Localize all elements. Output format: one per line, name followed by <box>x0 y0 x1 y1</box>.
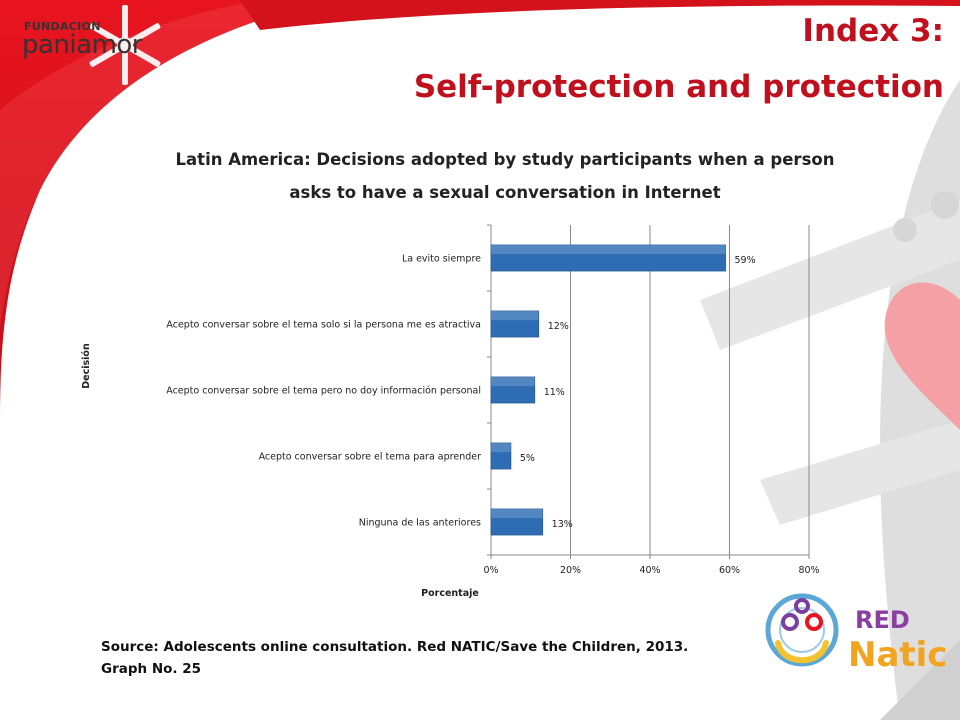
category-label: Acepto conversar sobre el tema pero no d… <box>166 386 481 397</box>
bar-highlight <box>491 377 535 387</box>
logo-paniamor-text: paniamor <box>22 30 143 60</box>
bar <box>490 376 536 404</box>
page-title-line2: Self-protection and protection <box>413 69 944 105</box>
red-swoosh-highlight <box>0 0 330 330</box>
x-tick-label: 60% <box>719 565 740 576</box>
chart-gridlines <box>570 225 810 555</box>
bar-highlight <box>491 443 511 453</box>
category-label: La evito siempre <box>402 254 481 265</box>
bar <box>490 442 512 470</box>
bar <box>490 508 544 536</box>
source-note: Source: Adolescents online consultation.… <box>101 636 741 680</box>
x-tick-label: 20% <box>560 565 581 576</box>
category-label: Acepto conversar sobre el tema solo si l… <box>166 320 481 331</box>
source-line1: Source: Adolescents online consultation.… <box>101 639 689 655</box>
gray-stripe-decoration <box>700 200 960 350</box>
value-label: 12% <box>548 321 569 332</box>
x-axis-label: Porcentaje <box>421 588 479 599</box>
value-label: 59% <box>735 255 756 266</box>
red-swoosh-decoration <box>0 0 330 420</box>
value-label: 5% <box>520 453 535 464</box>
bar-highlight <box>491 509 543 519</box>
red-top-band <box>240 0 960 30</box>
x-tick-label: 40% <box>639 565 660 576</box>
chart-labels: 0% 20% 40% 60% 80% La evito siempre 59% Acepto … <box>166 254 819 577</box>
rednatic-logo: RED Natic <box>765 593 947 675</box>
kids-icon <box>775 640 829 664</box>
gray-corner-decoration <box>880 640 960 720</box>
gray-stripe-decoration-2 <box>760 420 960 525</box>
x-tick-label: 0% <box>483 565 498 576</box>
globe-icon <box>765 593 839 667</box>
source-line2: Graph No. 25 <box>101 661 202 677</box>
bar <box>490 244 726 272</box>
chart-title-line2: asks to have a sexual conversation in In… <box>289 183 721 202</box>
gray-dot-decoration <box>893 218 917 242</box>
y-axis-label: Decisión <box>81 343 92 389</box>
page-title-line1: Index 3: <box>802 13 944 49</box>
rednatic-natic-word: Natic <box>848 635 947 675</box>
chart-bars <box>490 244 726 536</box>
value-label: 13% <box>552 519 573 530</box>
snowflake-logo-icon <box>89 5 161 85</box>
gray-dot-decoration <box>931 191 959 219</box>
chart-title-line1: Latin America: Decisions adopted by stud… <box>175 150 835 169</box>
bar-highlight <box>491 245 726 255</box>
bar-highlight <box>491 311 539 321</box>
value-label: 11% <box>544 387 565 398</box>
logo-fundacion-text: FUNDACION <box>24 20 101 33</box>
category-label: Acepto conversar sobre el tema para apre… <box>259 452 482 463</box>
chart-title: Latin America: Decisions adopted by stud… <box>140 143 870 209</box>
rednatic-red-word: RED <box>855 606 910 634</box>
x-tick-label: 80% <box>798 565 819 576</box>
heart-icon <box>884 282 960 430</box>
category-label: Ninguna de las anteriores <box>359 518 481 529</box>
bar <box>490 310 540 338</box>
